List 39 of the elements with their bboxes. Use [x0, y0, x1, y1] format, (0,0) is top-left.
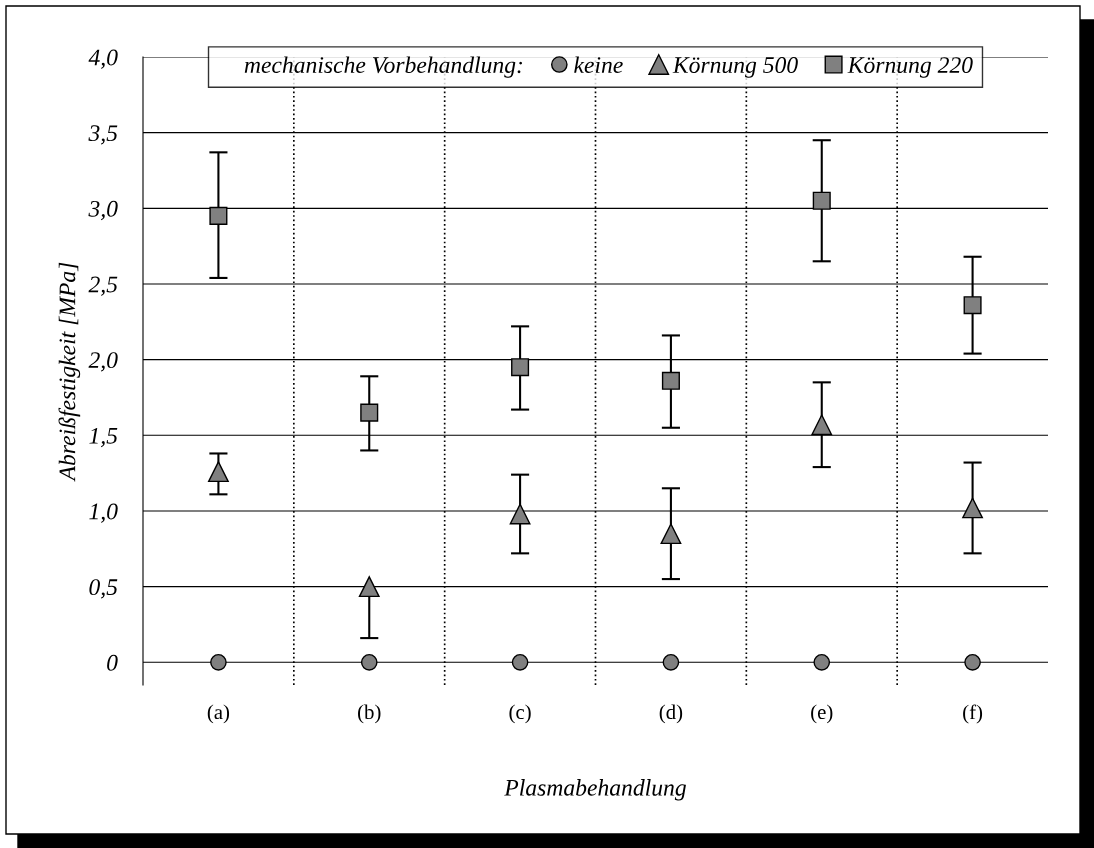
legend-title: mechanische Vorbehandlung: [244, 56, 523, 78]
point [210, 653, 227, 671]
x-tick-label: (b) [358, 704, 381, 724]
point [811, 414, 833, 436]
point [360, 403, 379, 422]
y-tick-label: 3,0 [88, 200, 118, 221]
x-tick-label: (f) [963, 704, 983, 724]
point [207, 461, 229, 483]
point [660, 523, 682, 545]
y-tick-label: 3,5 [88, 125, 118, 145]
point [661, 371, 680, 390]
y-tick-label: 0,5 [89, 579, 118, 599]
x-tick-label: (a) [207, 704, 230, 724]
y-tick-label: 0 [107, 654, 118, 671]
y-tick-label: 1,0 [89, 503, 118, 523]
x-tick-label: (d) [659, 704, 683, 724]
point [964, 653, 981, 671]
y-axis-title: Abreißfestigkeit [MPa] [58, 262, 81, 482]
x-tick-label: (e) [811, 704, 833, 724]
point [662, 653, 680, 671]
legend-label: keine [574, 56, 623, 74]
point [962, 497, 984, 519]
point [511, 358, 530, 377]
x-tick-label: (c) [509, 704, 531, 724]
point [358, 576, 380, 598]
y-tick-label: 4,0 [88, 49, 118, 69]
point [963, 296, 982, 315]
point [209, 206, 228, 225]
legend-label: Körnung 220 [847, 57, 973, 78]
y-tick-label: 1,5 [89, 427, 118, 448]
point [509, 503, 531, 525]
y-tick-label: 2,5 [88, 276, 118, 296]
point [813, 653, 831, 671]
x-axis-title: Plasmabehandlung [504, 779, 686, 801]
point [812, 191, 831, 210]
legend-label: Körnung 500 [672, 57, 798, 78]
point [360, 653, 378, 671]
point [511, 653, 529, 671]
y-tick-label: 2,0 [88, 352, 118, 372]
